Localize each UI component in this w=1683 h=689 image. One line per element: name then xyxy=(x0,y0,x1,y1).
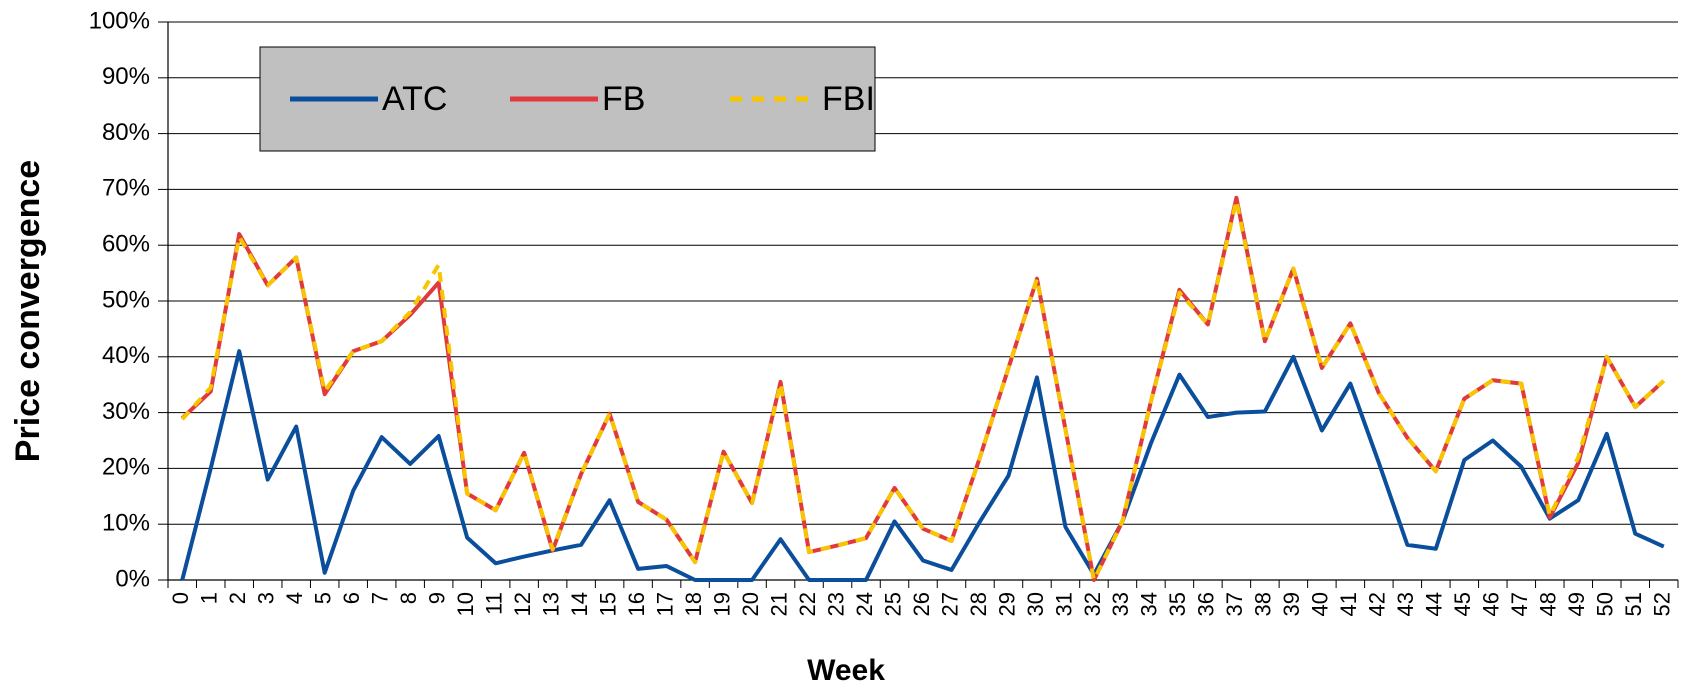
x-tick-label: 33 xyxy=(1108,592,1133,616)
legend-label: FBI xyxy=(822,80,875,118)
y-tick-label: 0% xyxy=(115,565,150,592)
x-tick-label: 20 xyxy=(738,592,763,616)
x-tick-label: 36 xyxy=(1194,592,1219,616)
x-tick-label: 39 xyxy=(1279,592,1304,616)
x-axis-label: Week xyxy=(807,654,885,687)
x-tick-label: 19 xyxy=(709,592,734,616)
x-tick-label: 44 xyxy=(1422,592,1447,616)
x-tick-label: 9 xyxy=(424,592,449,604)
x-tick-label: 46 xyxy=(1479,592,1504,616)
x-tick-label: 27 xyxy=(937,592,962,616)
x-tick-label: 35 xyxy=(1165,592,1190,616)
x-tick-label: 14 xyxy=(567,592,592,616)
x-tick-label: 5 xyxy=(311,592,336,604)
x-tick-label: 32 xyxy=(1080,592,1105,616)
x-tick-label: 7 xyxy=(367,592,392,604)
x-tick-label: 41 xyxy=(1336,592,1361,616)
x-tick-label: 24 xyxy=(852,592,877,616)
x-tick-label: 23 xyxy=(823,592,848,616)
x-tick-label: 12 xyxy=(510,592,535,616)
x-tick-label: 37 xyxy=(1222,592,1247,616)
x-tick-label: 2 xyxy=(225,592,250,604)
y-tick-label: 90% xyxy=(102,63,150,90)
x-tick-label: 43 xyxy=(1393,592,1418,616)
y-tick-label: 70% xyxy=(102,175,150,202)
x-tick-label: 18 xyxy=(681,592,706,616)
x-tick-label: 22 xyxy=(795,592,820,616)
series-line xyxy=(180,195,1666,582)
x-tick-label: 13 xyxy=(538,592,563,616)
x-tick-label: 48 xyxy=(1536,592,1561,616)
legend-label: FB xyxy=(602,80,645,118)
x-tick-label: 34 xyxy=(1137,592,1162,616)
x-tick-label: 15 xyxy=(595,592,620,616)
x-tick-label: 29 xyxy=(994,592,1019,616)
y-tick-label: 40% xyxy=(102,342,150,369)
x-tick-label: 21 xyxy=(766,592,791,616)
x-tick-label: 17 xyxy=(652,592,677,616)
x-tick-label: 25 xyxy=(880,592,905,616)
x-tick-label: 40 xyxy=(1308,592,1333,616)
x-tick-label: 0 xyxy=(168,592,193,604)
x-tick-label: 42 xyxy=(1365,592,1390,616)
x-tick-label: 47 xyxy=(1507,592,1532,616)
x-tick-label: 8 xyxy=(396,592,421,604)
y-tick-label: 30% xyxy=(102,398,150,425)
x-tick-label: 51 xyxy=(1621,592,1646,616)
x-tick-label: 3 xyxy=(254,592,279,604)
x-tick-label: 28 xyxy=(966,592,991,616)
x-tick-label: 11 xyxy=(481,592,506,615)
x-tick-label: 1 xyxy=(197,592,222,604)
x-tick-label: 6 xyxy=(339,592,364,604)
y-tick-label: 50% xyxy=(102,286,150,313)
x-tick-label: 26 xyxy=(909,592,934,616)
y-tick-label: 10% xyxy=(102,510,150,537)
y-axis-label: Price convergence xyxy=(9,160,47,462)
legend-label: ATC xyxy=(382,80,447,118)
series-line xyxy=(180,198,1666,582)
x-tick-label: 52 xyxy=(1650,592,1675,616)
x-tick-label: 16 xyxy=(624,592,649,616)
x-tick-label: 4 xyxy=(282,592,307,604)
x-tick-label: 38 xyxy=(1251,592,1276,616)
y-tick-label: 20% xyxy=(102,454,150,481)
x-tick-label: 10 xyxy=(453,592,478,616)
x-tick-label: 45 xyxy=(1450,592,1475,616)
y-tick-label: 80% xyxy=(102,119,150,146)
x-tick-label: 49 xyxy=(1564,592,1589,616)
x-tick-label: 50 xyxy=(1593,592,1618,616)
x-tick-label: 30 xyxy=(1023,592,1048,616)
series-line xyxy=(180,349,1665,582)
y-tick-label: 100% xyxy=(89,7,150,34)
y-tick-label: 60% xyxy=(102,231,150,258)
x-tick-label: 31 xyxy=(1051,592,1076,616)
